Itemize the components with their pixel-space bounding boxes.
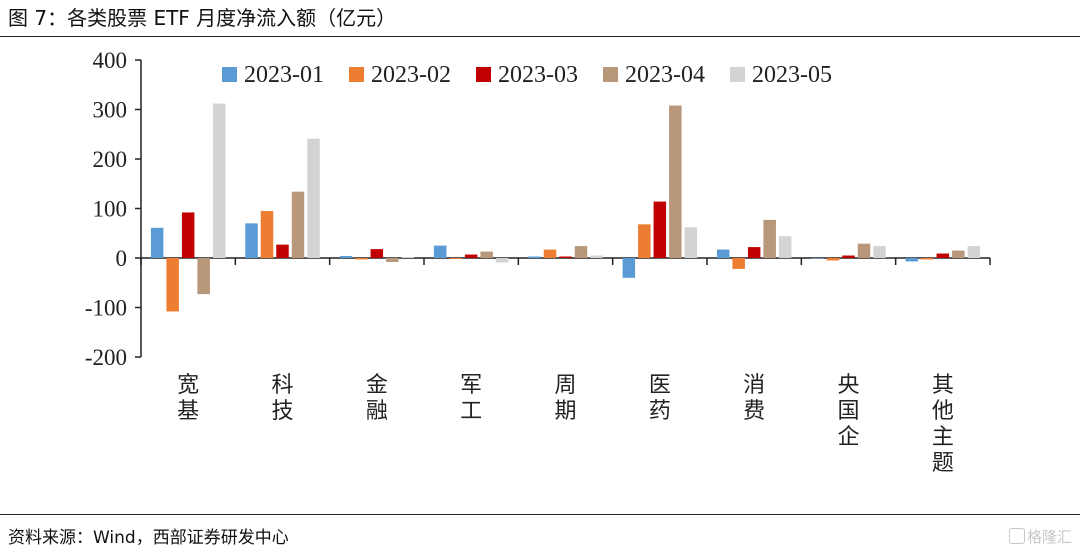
bar-2023-04-金融: [386, 258, 399, 262]
legend-label-2023-02: 2023-02: [371, 62, 451, 88]
bar-2023-05-央国企: [873, 246, 886, 258]
legend-label-2023-04: 2023-04: [625, 62, 705, 88]
chart-bars: [150, 103, 981, 312]
bar-2023-04-科技: [291, 191, 305, 258]
y-tick-label: 400: [93, 48, 128, 73]
y-tick-label: 300: [93, 98, 128, 123]
bar-2023-02-医药: [638, 224, 651, 258]
legend-label-2023-05: 2023-05: [752, 62, 832, 88]
top-rule: [0, 36, 1080, 37]
category-label-央国企: 央国企: [837, 373, 859, 450]
bar-2023-05-金融: [401, 257, 415, 258]
legend-swatch-2023-03: [476, 67, 491, 82]
bar-2023-05-医药: [684, 227, 698, 258]
y-tick-label: 0: [116, 246, 128, 271]
bar-2023-04-央国企: [857, 243, 871, 258]
bar-2023-01-其他主题: [905, 258, 919, 262]
bar-2023-01-科技: [245, 223, 258, 258]
bar-2023-03-央国企: [842, 255, 855, 258]
bar-2023-04-医药: [669, 105, 682, 258]
category-label-其他主题: 其他主题: [932, 373, 954, 476]
bar-2023-05-其他主题: [967, 246, 981, 258]
category-label-科技: 科技: [271, 373, 293, 424]
y-tick-label: -100: [85, 296, 127, 321]
bar-2023-03-其他主题: [936, 253, 950, 258]
bar-2023-03-消费: [747, 247, 761, 258]
bar-2023-03-科技: [276, 244, 289, 258]
bar-2023-03-宽基: [181, 212, 195, 258]
y-tick-label: 200: [93, 147, 128, 172]
bar-2023-04-军工: [480, 251, 493, 258]
bar-2023-02-金融: [355, 258, 368, 260]
bar-2023-02-周期: [543, 249, 557, 258]
bar-2023-05-周期: [590, 255, 603, 258]
bar-2023-04-周期: [574, 246, 588, 258]
legend-swatch-2023-05: [730, 67, 745, 82]
category-label-周期: 周期: [554, 373, 576, 424]
bar-2023-02-宽基: [166, 258, 179, 312]
y-tick-label: -200: [85, 345, 127, 370]
bar-2023-04-消费: [763, 219, 776, 258]
legend-swatch-2023-01: [222, 67, 237, 82]
bar-2023-03-周期: [559, 256, 572, 258]
legend-swatch-2023-04: [603, 67, 618, 82]
bar-2023-01-医药: [622, 258, 636, 278]
category-label-军工: 军工: [460, 373, 482, 424]
legend-label-2023-01: 2023-01: [244, 62, 324, 88]
bar-2023-01-消费: [716, 249, 730, 258]
bar-2023-05-军工: [495, 258, 509, 263]
bar-2023-05-科技: [307, 138, 320, 258]
category-label-消费: 消费: [743, 373, 765, 424]
chart-title: 图 7：各类股票 ETF 月度净流入额（亿元）: [8, 6, 397, 30]
legend-label-2023-03: 2023-03: [498, 62, 578, 88]
category-label-医药: 医药: [649, 373, 671, 424]
bar-2023-05-宽基: [212, 103, 226, 258]
bar-2023-02-央国企: [826, 258, 840, 261]
bar-2023-02-军工: [449, 258, 462, 259]
bottom-rule: [0, 514, 1080, 515]
bar-2023-01-金融: [339, 256, 353, 258]
source-note: 资料来源：Wind，西部证券研发中心: [8, 528, 289, 548]
bar-2023-01-央国企: [811, 258, 824, 259]
bar-2023-01-军工: [433, 245, 447, 259]
bar-2023-04-其他主题: [952, 250, 965, 258]
legend-swatch-2023-02: [349, 67, 364, 82]
bar-2023-01-宽基: [150, 227, 164, 258]
bar-2023-01-周期: [528, 256, 541, 258]
bar-2023-04-宽基: [197, 258, 210, 295]
category-labels: 宽基 科技 金融 军工 周期 医药 消费 央国企 其他主题: [177, 373, 954, 476]
watermark-text: 格隆汇: [1026, 528, 1072, 546]
chart-legend: 2023-01 2023-02 2023-03 2023-04 2023-05: [222, 62, 832, 88]
watermark-logo-icon: [1008, 528, 1025, 544]
bar-2023-02-消费: [732, 258, 745, 269]
category-label-金融: 金融: [366, 373, 388, 424]
bar-2023-03-医药: [653, 201, 667, 258]
watermark: 格隆汇: [1008, 526, 1072, 547]
bar-2023-02-其他主题: [921, 258, 934, 260]
category-label-宽基: 宽基: [177, 373, 199, 424]
bar-2023-03-金融: [370, 249, 384, 258]
bar-2023-03-军工: [464, 254, 478, 258]
y-tick-label: 100: [93, 197, 128, 222]
bar-2023-02-科技: [260, 210, 274, 258]
bar-2023-05-消费: [778, 236, 792, 258]
